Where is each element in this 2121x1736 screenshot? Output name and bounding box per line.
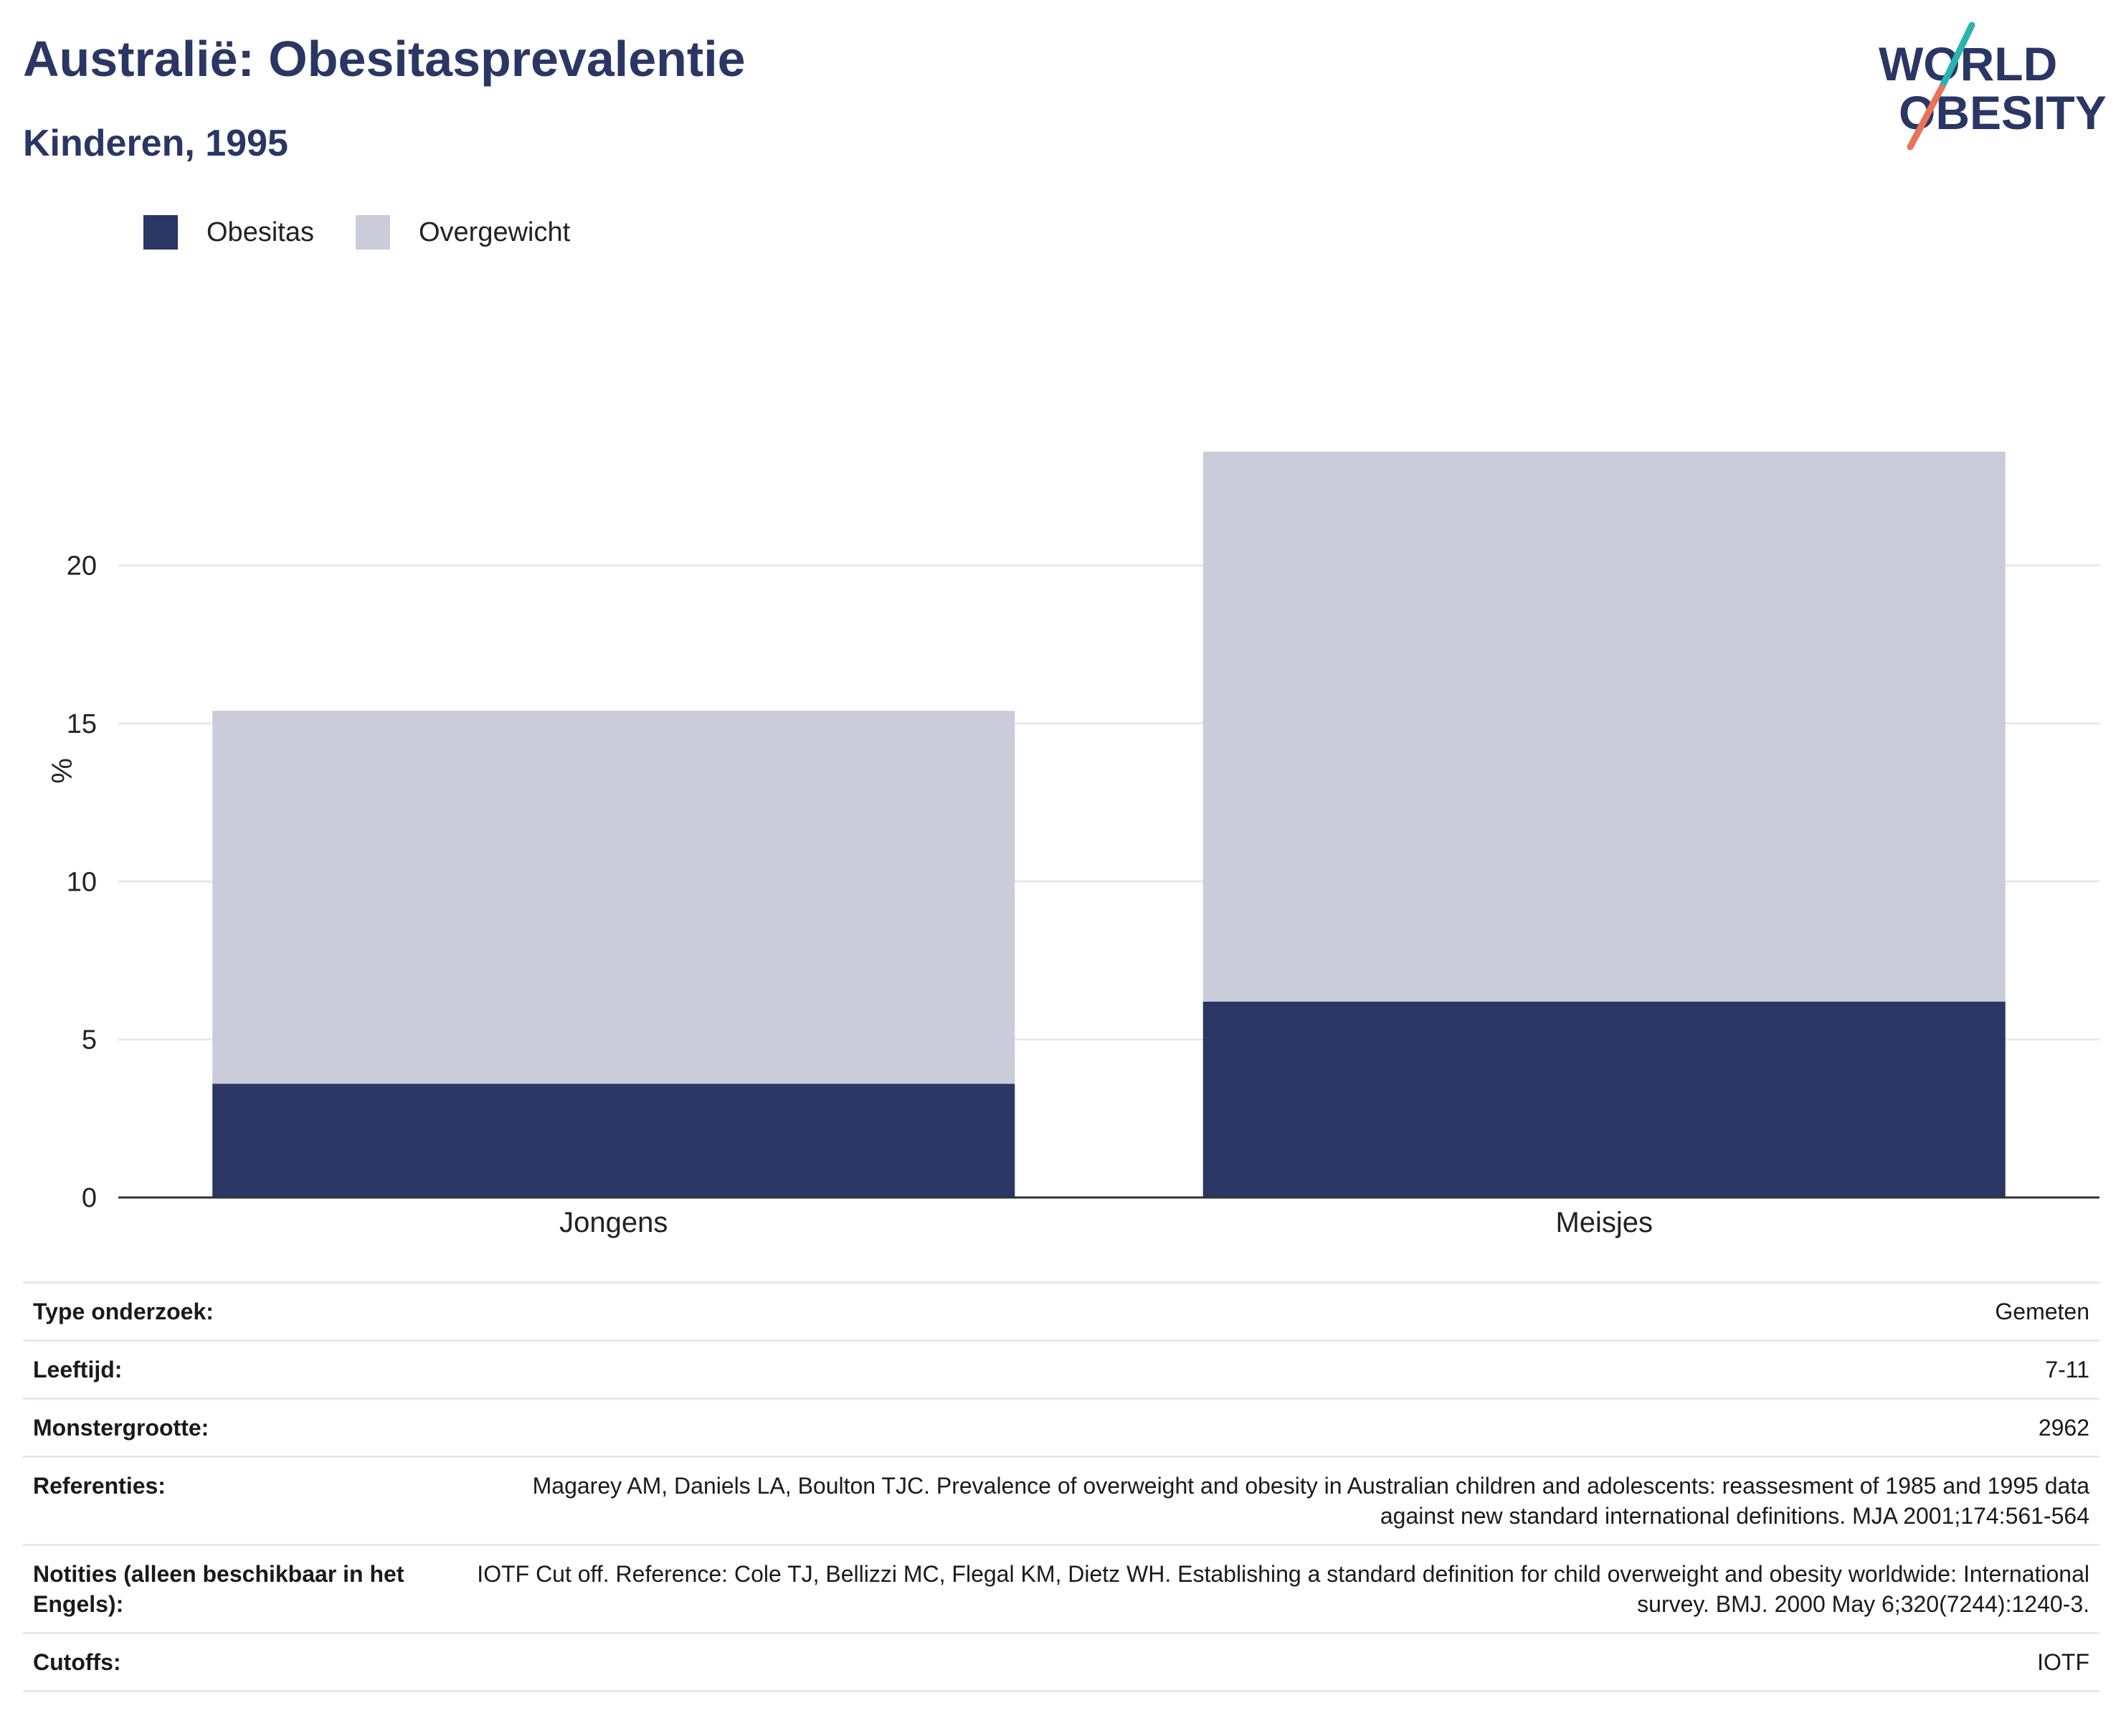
bar-obesitas-jongens [212, 1083, 1015, 1197]
y-tick-label: 10 [67, 867, 97, 897]
bar-overgewicht-meisjes [1202, 451, 2006, 1002]
world-obesity-logo: WORLD OBESITY [1879, 22, 2107, 151]
legend-swatch-overgewicht [355, 215, 390, 250]
details-table: Type onderzoek: Gemeten Leeftijd: 7-11 M… [23, 1281, 2099, 1692]
details-key: Monstergrootte: [23, 1398, 445, 1457]
logo-slash-coral [1907, 84, 1945, 151]
details-value: Gemeten [445, 1281, 2099, 1341]
details-value: 2962 [445, 1398, 2099, 1457]
bar-overgewicht-jongens [212, 711, 1015, 1084]
x-tick-label: Jongens [559, 1207, 668, 1238]
details-value: IOTF [445, 1632, 2099, 1692]
details-value: Magarey AM, Daniels LA, Boulton TJC. Pre… [445, 1456, 2099, 1545]
details-key: Type onderzoek: [23, 1281, 445, 1341]
legend-label-obesitas: Obesitas [207, 217, 314, 247]
logo-line1: WORLD [1879, 37, 2057, 90]
y-axis-label: % [45, 758, 77, 784]
chart-title: Australië: Obesitasprevalentie [23, 31, 746, 87]
bar-obesitas-meisjes [1202, 1001, 2006, 1197]
legend-swatch-obesitas [143, 215, 178, 250]
details-key: Cutoffs: [23, 1632, 445, 1692]
details-row: Type onderzoek: Gemeten [23, 1281, 2099, 1341]
y-tick-label: 0 [82, 1183, 97, 1213]
details-value: IOTF Cut off. Reference: Cole TJ, Belliz… [445, 1544, 2099, 1633]
details-row: Leeftijd: 7-11 [23, 1339, 2099, 1399]
chart-subtitle: Kinderen, 1995 [23, 123, 288, 164]
details-key: Notities (alleen beschikbaar in het Enge… [23, 1544, 445, 1633]
details-key: Referenties: [23, 1456, 445, 1545]
legend-item-overgewicht[interactable]: Overgewicht [355, 215, 571, 250]
logo-slash-teal [1938, 22, 1975, 91]
legend-item-obesitas[interactable]: Obesitas [143, 215, 314, 250]
details-row: Referenties: Magarey AM, Daniels LA, Bou… [23, 1456, 2099, 1545]
details-key: Leeftijd: [23, 1339, 445, 1399]
details-row: Monstergrootte: 2962 [23, 1398, 2099, 1457]
y-tick-label: 15 [67, 709, 97, 739]
stacked-bar-chart: 0 5 10 15 20% Jongens Meisjes [45, 451, 2099, 1238]
y-tick-label: 5 [82, 1025, 97, 1056]
details-value: 7-11 [445, 1339, 2099, 1399]
logo-line2: OBESITY [1899, 86, 2107, 139]
chart-legend: Obesitas Overgewicht [143, 214, 612, 251]
legend-label-overgewicht: Overgewicht [418, 217, 571, 247]
x-tick-label: Meisjes [1555, 1207, 1653, 1238]
details-row: Notities (alleen beschikbaar in het Enge… [23, 1544, 2099, 1633]
y-tick-label: 20 [67, 551, 97, 582]
details-row: Cutoffs: IOTF [23, 1632, 2099, 1692]
